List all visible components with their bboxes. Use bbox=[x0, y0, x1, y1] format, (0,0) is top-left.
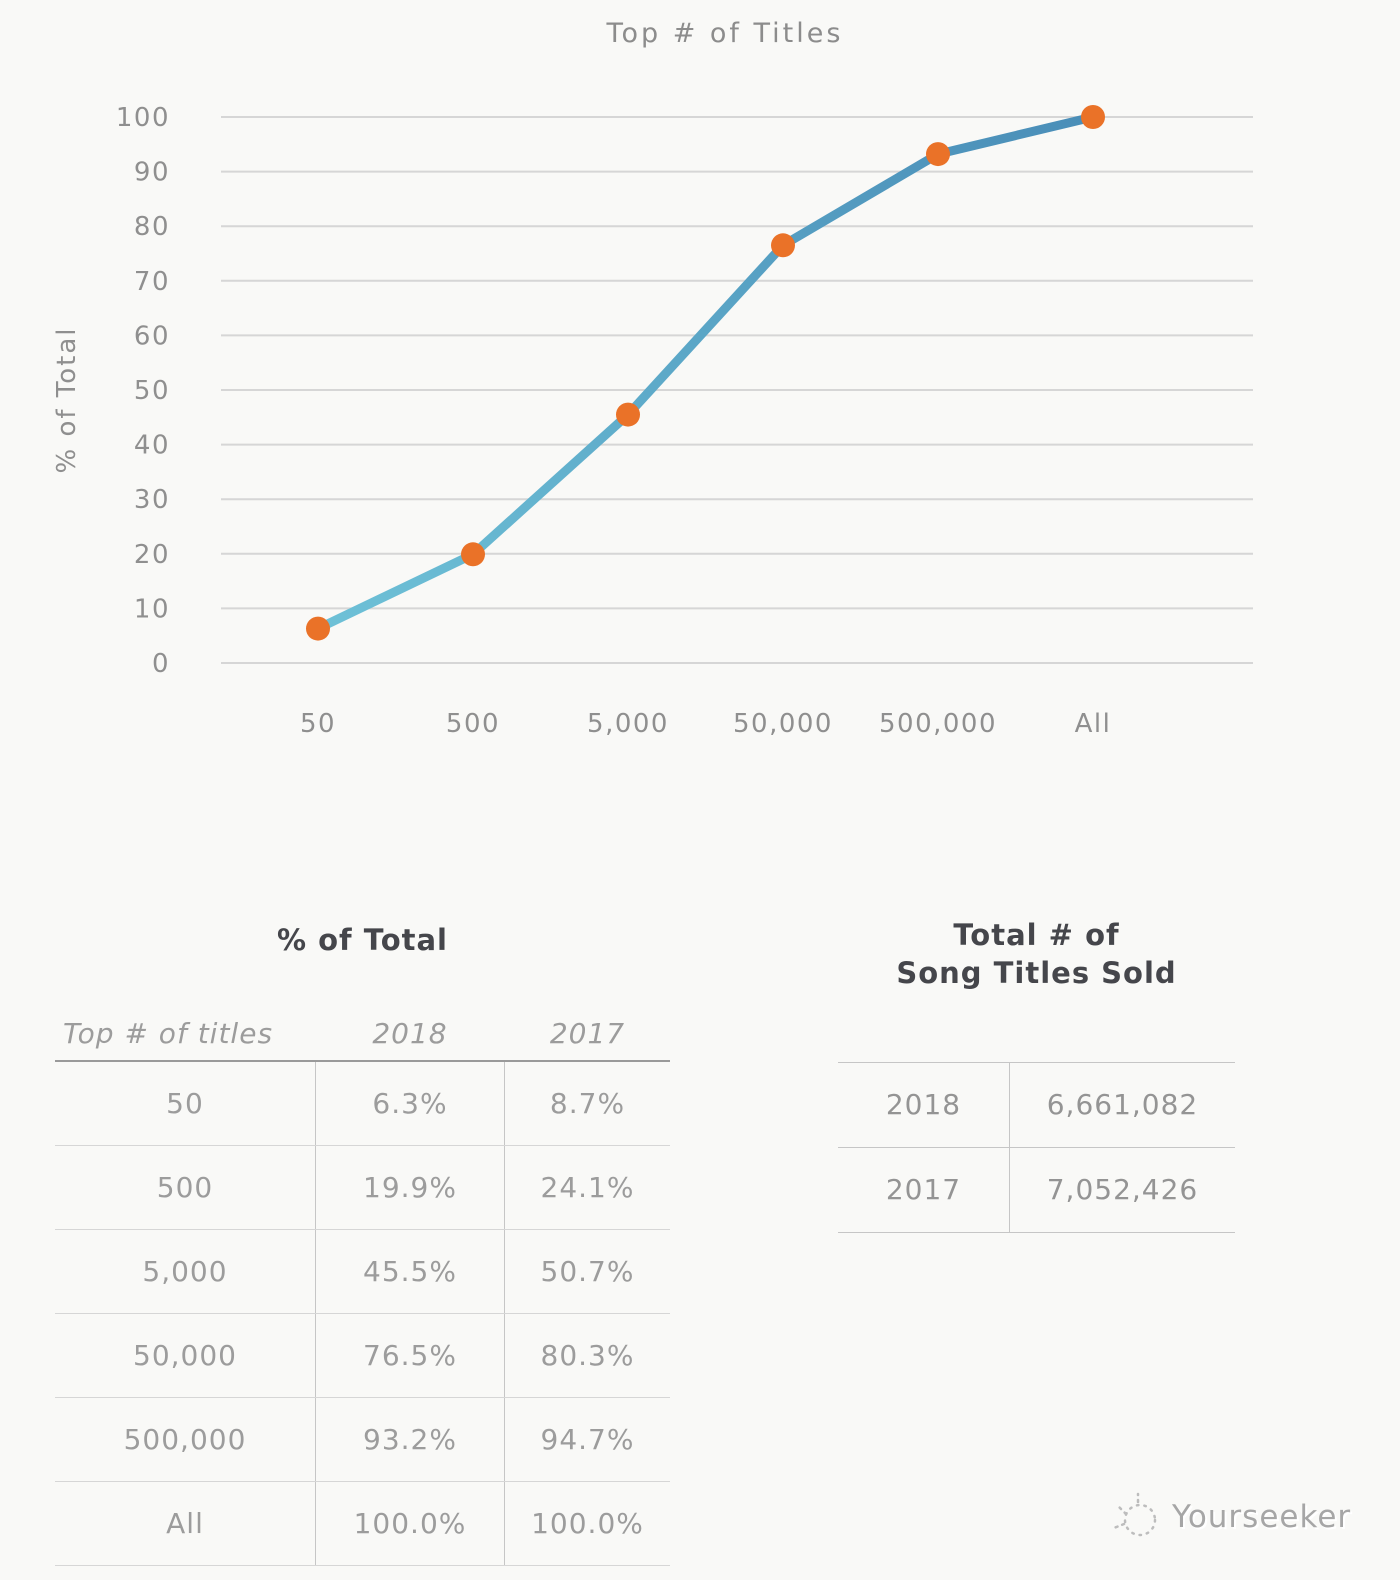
totals-table-row: 2018 6,661,082 bbox=[838, 1063, 1235, 1148]
pct-table-cell: 94.7% bbox=[540, 1423, 635, 1456]
totals-table: 2018 6,661,082 2017 7,052,426 bbox=[838, 1062, 1235, 1233]
y-tick-label: 30 bbox=[134, 485, 170, 515]
totals-heading-line1: Total # of bbox=[953, 918, 1120, 952]
pct-table-cell: 100.0% bbox=[531, 1507, 644, 1540]
totals-value-cell: 7,052,426 bbox=[1046, 1173, 1199, 1206]
x-tick-label: 5,000 bbox=[587, 709, 669, 739]
watermark-label: Yourseeker bbox=[1172, 1499, 1352, 1535]
pct-table-row: 5,000 45.5% 50.7% bbox=[55, 1230, 670, 1314]
x-tick-label: 50,000 bbox=[733, 709, 833, 739]
pct-table-cell: 93.2% bbox=[315, 1398, 505, 1481]
totals-value-cell: 6,661,082 bbox=[1046, 1088, 1199, 1121]
pct-table-cell: 24.1% bbox=[540, 1171, 635, 1204]
pct-table-row: 50 6.3% 8.7% bbox=[55, 1062, 670, 1146]
y-tick-label: 70 bbox=[134, 267, 170, 297]
y-tick-label: 50 bbox=[134, 376, 170, 406]
yourseeker-logo-icon bbox=[1112, 1492, 1157, 1537]
y-tick-label: 80 bbox=[134, 212, 170, 242]
pct-table-cell: 8.7% bbox=[549, 1087, 626, 1120]
pct-table-heading: % of Total bbox=[276, 923, 448, 957]
totals-table-heading: Total # of Song Titles Sold bbox=[838, 916, 1235, 992]
pct-table-cell: 500,000 bbox=[123, 1423, 247, 1456]
pct-header-cell: Top # of titles bbox=[63, 1017, 274, 1050]
pct-table-row: All 100.0% 100.0% bbox=[55, 1482, 670, 1566]
pct-table-cell: 80.3% bbox=[540, 1339, 635, 1372]
x-tick-label: 500 bbox=[446, 709, 500, 739]
pct-table-cell: 50 bbox=[166, 1087, 204, 1120]
pct-header-cell: 2017 bbox=[549, 1017, 626, 1050]
y-tick-label: 100 bbox=[116, 103, 170, 133]
pct-table-cell: 50,000 bbox=[133, 1339, 237, 1372]
pct-table-cell: All bbox=[166, 1507, 204, 1540]
pct-table-cell: 76.5% bbox=[315, 1314, 505, 1397]
pct-table-row: 50,000 76.5% 80.3% bbox=[55, 1314, 670, 1398]
watermark: Yourseeker bbox=[1108, 1486, 1351, 1548]
pct-table-header-row: Top # of titles 2018 2017 bbox=[55, 992, 670, 1062]
y-tick-label: 90 bbox=[134, 158, 170, 188]
pct-table-cell: 50.7% bbox=[540, 1255, 635, 1288]
data-point-marker bbox=[1081, 105, 1105, 129]
y-tick-label: 60 bbox=[134, 321, 170, 351]
y-tick-label: 10 bbox=[134, 594, 170, 624]
data-point-marker bbox=[926, 142, 950, 167]
x-tick-label: All bbox=[1075, 709, 1112, 739]
pct-table-cell: 5,000 bbox=[142, 1255, 228, 1288]
data-point-marker bbox=[306, 616, 330, 641]
x-tick-label: 500,000 bbox=[879, 709, 997, 739]
pct-table-row: 500 19.9% 24.1% bbox=[55, 1146, 670, 1230]
totals-year-cell: 2018 bbox=[838, 1063, 1010, 1147]
y-tick-label: 20 bbox=[134, 540, 170, 570]
series-line-2018 bbox=[313, 112, 1098, 634]
x-tick-label: 50 bbox=[300, 709, 336, 739]
y-tick-label: 0 bbox=[152, 649, 170, 679]
data-point-marker bbox=[771, 233, 795, 258]
pct-table-cell: 6.3% bbox=[315, 1062, 505, 1145]
pct-header-cell: 2018 bbox=[372, 1017, 448, 1050]
y-axis-title: % of Total bbox=[52, 326, 82, 473]
line-chart: 0 10 20 30 40 50 60 70 80 90 100 % of Total 50 500 5,0… bbox=[52, 103, 1253, 739]
data-point-marker bbox=[616, 402, 640, 427]
pct-table-cell: 500 bbox=[156, 1171, 214, 1204]
y-tick-label: 40 bbox=[134, 431, 170, 461]
pct-table-cell: 19.9% bbox=[315, 1146, 505, 1229]
pct-table-cell: 45.5% bbox=[315, 1230, 505, 1313]
pct-table-row: 500,000 93.2% 94.7% bbox=[55, 1398, 670, 1482]
totals-heading-line2: Song Titles Sold bbox=[896, 956, 1177, 990]
data-point-marker bbox=[461, 542, 485, 567]
totals-year-cell: 2017 bbox=[838, 1148, 1010, 1232]
pct-table-cell: 100.0% bbox=[315, 1482, 505, 1565]
totals-table-row: 2017 7,052,426 bbox=[838, 1148, 1235, 1233]
chart-title: Top # of Titles bbox=[606, 18, 844, 49]
pct-table: Top # of titles 2018 2017 50 6.3% 8.7% 500 19.9… bbox=[55, 992, 670, 1566]
